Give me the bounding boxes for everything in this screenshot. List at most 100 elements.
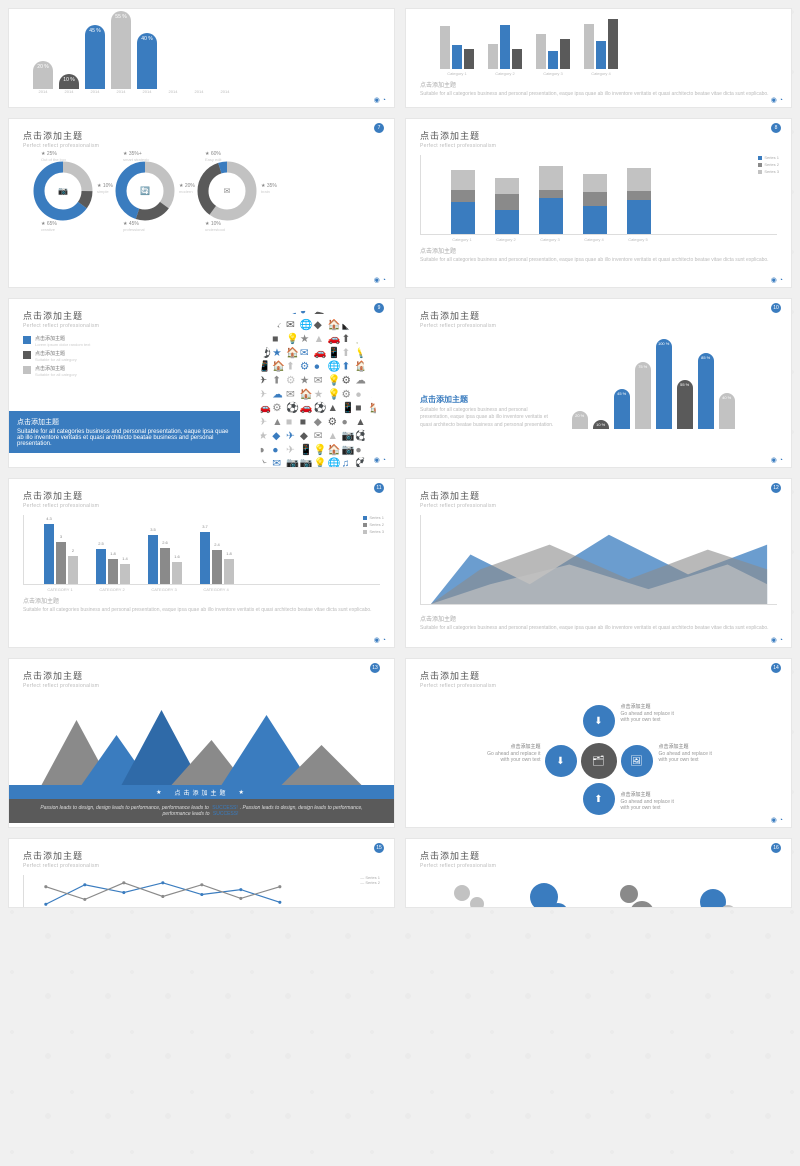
svg-text:📷: 📷 [286,459,299,468]
svg-text:●: ● [356,389,362,400]
blue-banner: 点击添加主题 Suitable for all categories busin… [9,411,240,453]
slide-title: 点击添加主题 [23,669,380,682]
slide-subtitle: Perfect reflect professionalism [23,503,380,509]
area-chart [420,515,777,610]
svg-text:★: ★ [273,348,282,359]
slide-2: Category 1Category 2Category 3Category 4… [405,8,792,108]
svg-text:✉: ✉ [370,334,379,345]
svg-text:▲: ▲ [370,320,380,331]
svg-text:◆: ◆ [314,417,322,428]
star-icon: ★ [156,789,164,796]
mountain-band: ★ 点击添加主题 ★ [9,785,394,799]
slide-area: 12 点击添加主题 Perfect reflect professionalis… [405,478,792,648]
svg-text:▲: ▲ [328,431,338,442]
svg-text:●: ● [273,445,279,456]
slide-title: 点击添加主题 [420,309,777,322]
slide-subtitle: Perfect reflect professionalism [420,503,777,509]
svg-text:▲: ▲ [342,306,352,317]
slide-line: 15 点击添加主题 Perfect reflect professionalis… [8,838,395,908]
band-text: 点击添加主题 [174,788,228,797]
slide-subtitle: Perfect reflect professionalism [420,323,777,329]
svg-text:☁: ☁ [314,306,324,317]
line-chart: — Series 1— Series 2 [23,875,380,908]
slide-bubbles: 16 点击添加主题 Perfect reflect professionalis… [405,838,792,908]
svg-text:★: ★ [300,376,309,387]
svg-text:✉: ✉ [300,348,309,359]
page-number: 13 [370,663,380,673]
svg-text:☁: ☁ [273,389,283,400]
svg-text:■: ■ [300,417,306,428]
svg-text:⚙: ⚙ [328,417,337,428]
page-number: 7 [374,123,384,133]
mountain-footer: Passion leads to design, design leads to… [9,799,394,823]
grouped-bar-chart-labeled: Series 1Series 2Series 3 4.3322.51.81.43… [23,515,380,585]
svg-text:✈: ✈ [259,459,268,468]
slide-circles: 14 点击添加主题 Perfect reflect professionalis… [405,658,792,828]
svg-text:◆: ◆ [370,306,378,317]
svg-text:★: ★ [314,389,323,400]
svg-text:◆: ◆ [300,431,308,442]
svg-text:✈: ✈ [286,445,295,456]
svg-text:💡: 💡 [370,443,383,456]
svg-text:✉: ✉ [314,431,323,442]
bubble-chart [420,875,777,897]
svg-text:⚽: ⚽ [313,401,327,414]
svg-text:⚙: ⚙ [342,376,351,387]
svg-text:⚙: ⚙ [286,376,295,387]
slide-title: 点击添加主题 [420,489,777,502]
slide-mountain: 13 点击添加主题 Perfect reflect professionalis… [8,658,395,828]
svg-text:▲: ▲ [314,334,324,345]
svg-text:☁: ☁ [370,431,380,442]
svg-text:📷: 📷 [300,459,313,468]
svg-text:💡: 💡 [328,374,341,387]
svg-text:☁: ☁ [370,348,380,359]
svg-text:✈: ✈ [259,389,268,400]
mountain-graphic: ★ 点击添加主题 ★ Passion leads to design, desi… [9,695,394,827]
svg-text:★: ★ [370,389,379,400]
svg-text:✈: ✈ [259,417,268,428]
footer-text: Suitable for all categories business and… [23,607,380,615]
footer-icons: ◉ ◔ [771,456,783,464]
svg-text:♫: ♫ [342,459,350,468]
slide-1: 20 %10 %45 %55 %40 % 2014201420142014201… [8,8,395,108]
mini-title: 点击添加主题 [23,596,380,605]
svg-text:💡: 💡 [356,346,369,359]
svg-text:✉: ✉ [286,389,295,400]
svg-text:⬆: ⬆ [342,334,351,345]
head-icon-cloud: ☁📱☁●☁⬆▲●◆♫★✉🌐◆🏠📷■▲✉■💡★▲🚗⬆🏠✉⚽★🏠✉🚗📱⬆💡☁📱🏠⬆⚙… [226,305,388,468]
svg-text:☁: ☁ [356,376,366,387]
svg-text:💡: 💡 [314,457,327,468]
svg-text:⬆: ⬆ [273,376,282,387]
page-number: 10 [771,303,781,313]
svg-text:⬆: ⬆ [342,362,351,373]
svg-text:●: ● [314,362,320,373]
svg-text:■: ■ [356,320,362,331]
svg-text:💡: 💡 [328,387,341,400]
svg-text:☁: ☁ [370,376,380,387]
slide-title: 点击添加主题 [23,129,380,142]
chart-title: 点击添加主题 [420,394,556,405]
page-number: 16 [771,843,781,853]
svg-text:💡: 💡 [286,332,299,345]
svg-text:▲: ▲ [356,417,366,428]
footer-icons: ◉ ◔ [771,636,783,644]
footer-icons: ◉ ◔ [374,456,386,464]
svg-text:🚗: 🚗 [259,403,272,414]
svg-text:●: ● [356,306,362,317]
svg-text:📱: 📱 [273,305,286,317]
svg-text:🚗: 🚗 [314,348,327,359]
svg-text:🚗: 🚗 [370,362,383,373]
svg-text:⚽: ⚽ [355,457,369,468]
svg-text:☁: ☁ [259,306,269,317]
svg-text:⚙: ⚙ [342,389,351,400]
page-number: 11 [374,483,384,493]
page-number: 14 [771,663,781,673]
bar-chart-1: 20 %10 %45 %55 %40 % [23,19,380,89]
slide-subtitle: Perfect reflect professionalism [420,683,777,689]
svg-text:●: ● [342,417,348,428]
svg-text:🌐: 🌐 [300,318,313,331]
page-number: 15 [374,843,384,853]
svg-text:●: ● [300,306,306,317]
footer-text: Suitable for all categories business and… [420,91,777,99]
svg-text:💡: 💡 [314,443,327,456]
